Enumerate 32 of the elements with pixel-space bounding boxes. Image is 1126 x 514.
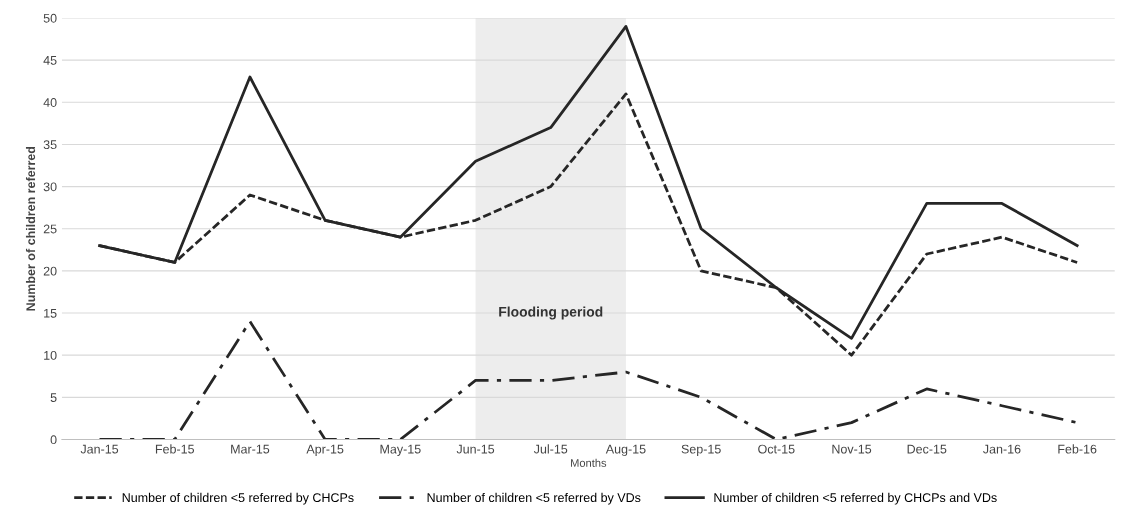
y-tick-label: 45 (43, 56, 57, 65)
x-tick-label: Nov-15 (832, 444, 872, 454)
x-tick-label: Dec-15 (907, 444, 947, 454)
y-tick-label: 50 (43, 13, 57, 23)
y-tick-label: 10 (44, 350, 57, 360)
x-tick-label: Jan-15 (80, 444, 119, 454)
y-tick-label: 0 (50, 435, 57, 445)
x-tick-label: Oct-15 (758, 444, 795, 454)
x-tick-label: Jun-15 (456, 444, 495, 454)
legend-label: Number of children <5 referred by CHCPs (122, 492, 354, 505)
y-tick-label: 25 (43, 224, 57, 234)
x-tick-label: Aug-15 (605, 444, 646, 456)
legend-label: Number of children <5 referred by CHCPs and VDs (714, 492, 997, 505)
x-tick-label: Feb-16 (1058, 444, 1097, 454)
x-tick-label: Feb-15 (155, 444, 195, 454)
x-tick-label: Mar-15 (231, 444, 270, 454)
x-tick-label: May-15 (380, 444, 421, 456)
x-tick-label: Apr-15 (306, 444, 344, 456)
legend-label: Number of children <5 referred by VDs (427, 492, 641, 505)
y-tick-label: 35 (43, 140, 57, 150)
line-series (98, 320, 1079, 440)
y-tick-label: 30 (43, 182, 57, 192)
x-tick-label: Jan-16 (983, 444, 1021, 454)
y-axis-title: Number of children referred (25, 146, 36, 311)
x-axis-title: Months (571, 458, 607, 467)
y-tick-label: 5 (50, 393, 57, 402)
x-tick-label: Sep-15 (681, 444, 721, 456)
x-tick-label: Jul-15 (533, 444, 568, 454)
y-tick-label: 15 (44, 308, 57, 318)
band-label: Flooding period (499, 306, 603, 320)
y-tick-label: 40 (43, 98, 57, 107)
y-tick-label: 20 (43, 266, 57, 276)
